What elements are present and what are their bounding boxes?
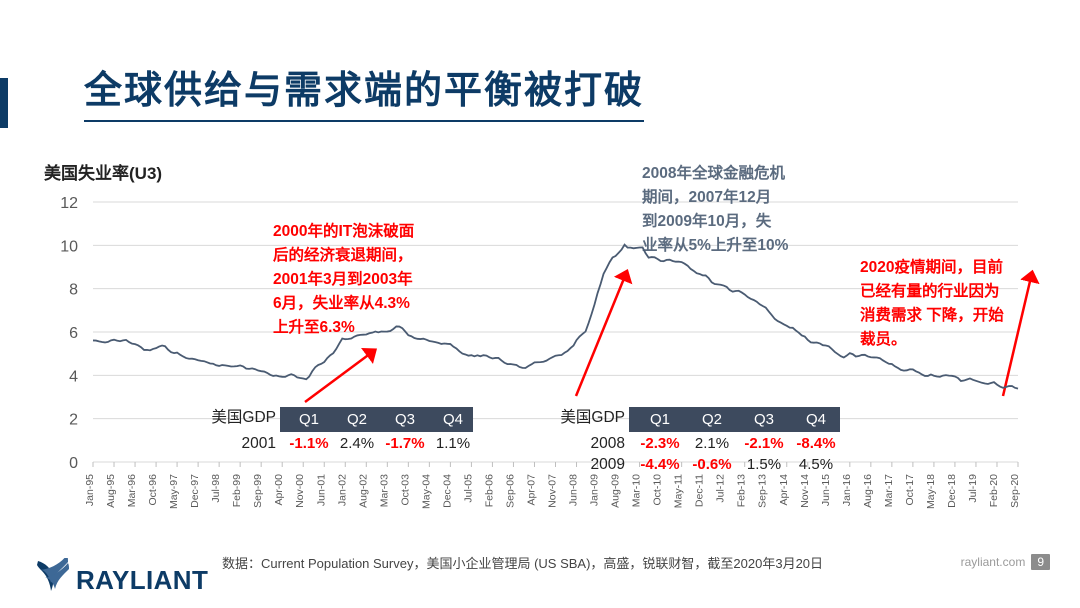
svg-text:Jan-02: Jan-02 (336, 474, 348, 506)
svg-text:2008年全球金融危机 期间，2007年12月: 2008年全球金融危机 期间，2007年12月 到2009年10月，失 业率从5… (642, 163, 789, 254)
svg-text:Q3: Q3 (754, 411, 774, 428)
svg-text:Q1: Q1 (299, 411, 319, 428)
svg-text:May-97: May-97 (168, 474, 180, 509)
svg-text:RAYLIANT: RAYLIANT (76, 565, 208, 595)
svg-text:-2.1%: -2.1% (744, 435, 783, 452)
svg-text:Jun-01: Jun-01 (315, 474, 327, 506)
svg-text:美国GDP: 美国GDP (560, 408, 625, 426)
svg-text:2000年的IT泡沫破面 后的经济衰退期间，: 2000年的IT泡沫破面 后的经济衰退期间， 2001年3月到2003年 6月，… (273, 221, 419, 336)
svg-text:Feb-13: Feb-13 (736, 474, 748, 507)
svg-text:Nov-14: Nov-14 (799, 474, 811, 508)
svg-text:12: 12 (60, 195, 78, 212)
svg-text:Aug-02: Aug-02 (357, 474, 369, 508)
svg-text:Sep-99: Sep-99 (252, 474, 264, 508)
svg-text:-2.3%: -2.3% (640, 435, 679, 452)
svg-text:Nov-00: Nov-00 (294, 474, 306, 508)
svg-text:Jan-16: Jan-16 (841, 474, 853, 506)
svg-text:Jan-95: Jan-95 (84, 474, 96, 506)
svg-text:8: 8 (69, 282, 78, 299)
svg-text:Jul-19: Jul-19 (967, 474, 979, 503)
svg-text:Q2: Q2 (347, 411, 367, 428)
svg-text:2: 2 (69, 412, 78, 429)
svg-text:Q4: Q4 (443, 411, 463, 428)
svg-text:Mar-10: Mar-10 (631, 474, 643, 507)
svg-text:-4.4%: -4.4% (640, 456, 679, 473)
svg-text:Feb-99: Feb-99 (231, 474, 243, 507)
svg-text:2.1%: 2.1% (695, 435, 729, 452)
svg-text:May-18: May-18 (925, 474, 937, 509)
svg-text:Oct-10: Oct-10 (652, 474, 664, 506)
svg-text:-1.7%: -1.7% (385, 435, 424, 452)
svg-text:2020疫情期间，目前 已经有量的行业因为: 2020疫情期间，目前 已经有量的行业因为 消费需求 下降，开始 裁员。 (860, 257, 1008, 348)
svg-text:Oct-96: Oct-96 (147, 474, 159, 506)
svg-text:Jun-15: Jun-15 (820, 474, 832, 506)
svg-text:Dec-18: Dec-18 (946, 474, 958, 508)
svg-text:Jul-05: Jul-05 (462, 474, 474, 503)
svg-text:2009: 2009 (591, 456, 625, 473)
svg-text:Q4: Q4 (806, 411, 826, 428)
svg-text:Aug-16: Aug-16 (862, 474, 874, 508)
svg-text:Mar-17: Mar-17 (883, 474, 895, 507)
svg-text:1.5%: 1.5% (747, 456, 781, 473)
svg-text:May-04: May-04 (420, 474, 432, 509)
svg-text:0: 0 (69, 455, 78, 472)
svg-text:Sep-06: Sep-06 (504, 474, 516, 508)
svg-text:Apr-00: Apr-00 (273, 474, 285, 506)
svg-text:Jan-09: Jan-09 (589, 474, 601, 506)
svg-text:Mar-96: Mar-96 (126, 474, 138, 507)
svg-text:Q2: Q2 (702, 411, 722, 428)
svg-text:Feb-06: Feb-06 (483, 474, 495, 507)
svg-text:10: 10 (60, 238, 78, 255)
svg-text:4: 4 (69, 368, 78, 385)
svg-text:Apr-14: Apr-14 (778, 474, 790, 506)
svg-text:-1.1%: -1.1% (289, 435, 328, 452)
svg-text:Feb-20: Feb-20 (988, 474, 1000, 507)
svg-text:-0.6%: -0.6% (692, 456, 731, 473)
svg-text:2008: 2008 (591, 435, 625, 452)
svg-text:1.1%: 1.1% (436, 435, 470, 452)
svg-text:Jul-98: Jul-98 (210, 474, 222, 503)
svg-text:2.4%: 2.4% (340, 435, 374, 452)
svg-text:Jul-12: Jul-12 (715, 474, 727, 503)
svg-text:Q1: Q1 (650, 411, 670, 428)
svg-text:2001: 2001 (242, 435, 276, 452)
svg-text:Aug-09: Aug-09 (610, 474, 622, 508)
svg-text:Apr-07: Apr-07 (525, 474, 537, 506)
svg-text:4.5%: 4.5% (799, 456, 833, 473)
svg-text:Mar-03: Mar-03 (378, 474, 390, 507)
svg-text:Jun-08: Jun-08 (568, 474, 580, 506)
svg-text:-8.4%: -8.4% (796, 435, 835, 452)
svg-text:Oct-03: Oct-03 (399, 474, 411, 506)
svg-text:Sep-13: Sep-13 (757, 474, 769, 508)
svg-text:Oct-17: Oct-17 (904, 474, 916, 506)
svg-text:May-11: May-11 (673, 474, 685, 508)
svg-text:Dec-97: Dec-97 (189, 474, 201, 508)
svg-text:Nov-07: Nov-07 (547, 474, 559, 508)
svg-text:6: 6 (69, 325, 78, 342)
svg-text:美国GDP: 美国GDP (211, 408, 276, 426)
svg-text:Dec-04: Dec-04 (441, 474, 453, 508)
svg-text:Sep-20: Sep-20 (1009, 474, 1021, 508)
svg-text:Dec-11: Dec-11 (694, 474, 706, 507)
svg-text:Aug-95: Aug-95 (105, 474, 117, 508)
svg-text:Q3: Q3 (395, 411, 415, 428)
